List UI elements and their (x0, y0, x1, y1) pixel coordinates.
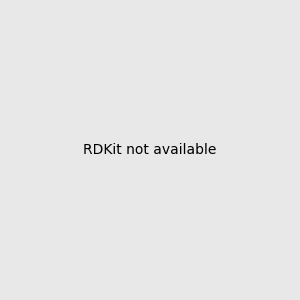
Text: RDKit not available: RDKit not available (83, 143, 217, 157)
